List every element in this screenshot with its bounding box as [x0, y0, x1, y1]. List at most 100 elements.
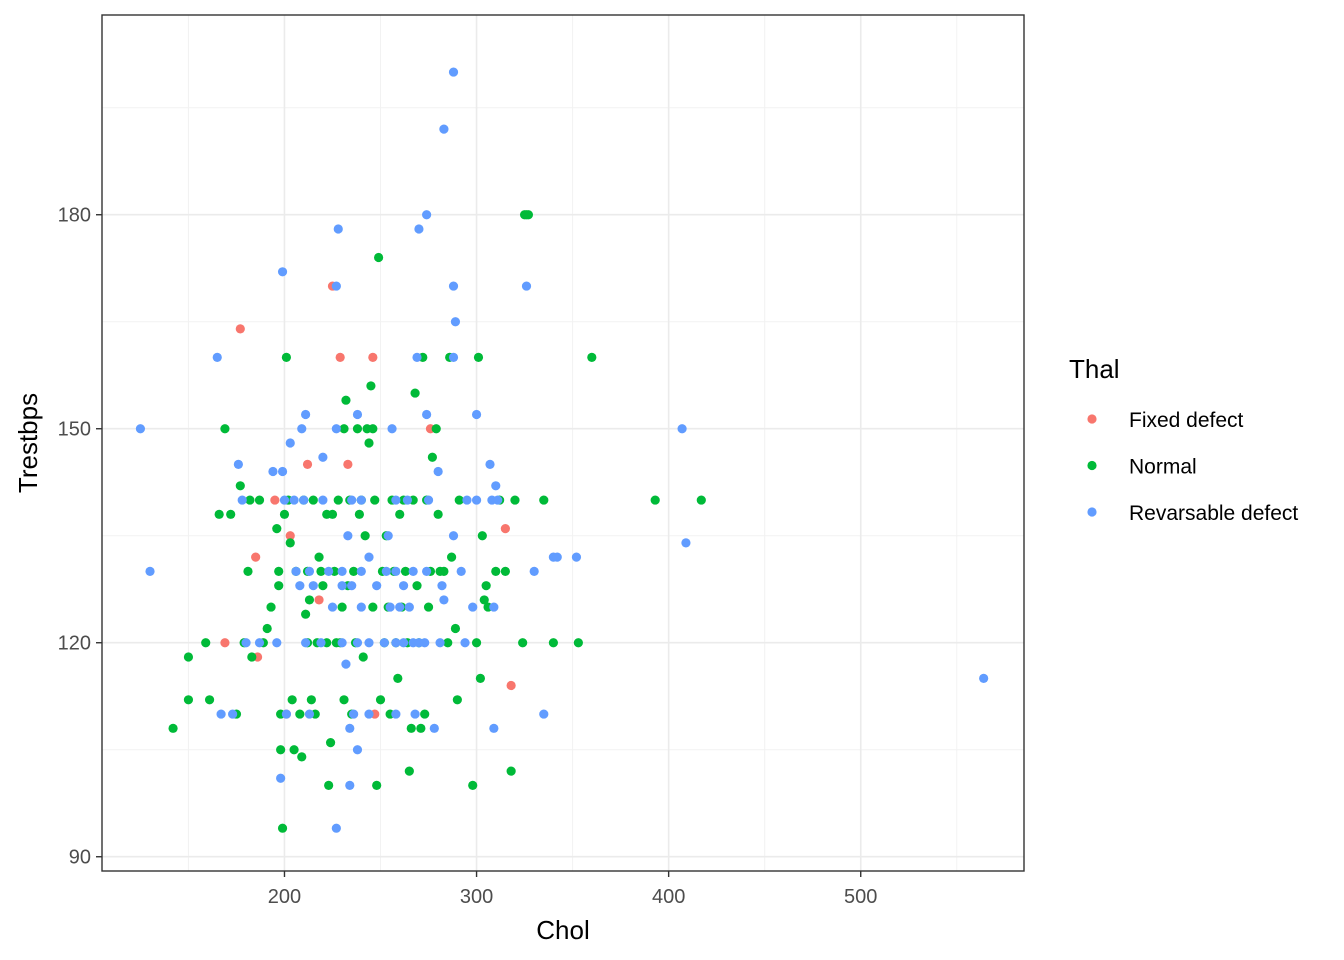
- data-point: [341, 659, 351, 669]
- data-point: [337, 638, 347, 648]
- data-point: [268, 466, 278, 477]
- data-point: [289, 495, 299, 505]
- data-point: [448, 281, 459, 291]
- data-point: [354, 509, 364, 519]
- data-point: [439, 595, 449, 605]
- data-point: [468, 780, 478, 791]
- data-point: [349, 709, 359, 719]
- x-tick-label: 500: [844, 886, 877, 908]
- data-point: [145, 566, 155, 577]
- data-point: [277, 267, 288, 277]
- data-point: [370, 495, 380, 505]
- data-point: [372, 581, 382, 591]
- legend-key: [1087, 460, 1097, 471]
- data-point: [235, 481, 245, 491]
- data-point: [435, 638, 445, 648]
- data-point: [358, 652, 368, 662]
- data-point: [285, 438, 295, 448]
- data-point: [324, 780, 334, 791]
- data-point: [285, 531, 295, 541]
- data-point: [247, 652, 257, 662]
- legend-label: Fixed defect: [1129, 409, 1244, 432]
- data-point: [304, 709, 315, 719]
- data-point: [308, 495, 318, 505]
- data-point: [356, 566, 366, 577]
- data-point: [285, 538, 295, 548]
- data-point: [450, 623, 461, 634]
- data-point: [327, 509, 338, 519]
- data-point: [548, 638, 558, 648]
- data-point: [339, 695, 349, 705]
- data-point: [412, 581, 422, 591]
- data-point: [331, 281, 341, 291]
- data-point: [381, 566, 391, 577]
- data-point: [347, 581, 357, 591]
- data-point: [395, 509, 405, 519]
- data-point: [204, 695, 215, 705]
- data-point: [406, 723, 416, 733]
- data-point: [318, 581, 328, 591]
- data-point: [279, 495, 290, 505]
- legend: Thal Fixed defect Normal Revarsable defect: [1069, 354, 1298, 525]
- data-point: [345, 780, 355, 791]
- data-point: [220, 638, 230, 648]
- data-point: [429, 723, 439, 733]
- data-point: [183, 652, 194, 662]
- x-tick-label: 400: [652, 886, 685, 908]
- data-point: [241, 638, 251, 648]
- data-point: [368, 602, 378, 612]
- data-point: [262, 623, 272, 634]
- data-point: [448, 352, 459, 362]
- data-point: [448, 67, 459, 77]
- data-point: [304, 595, 315, 605]
- data-point: [410, 388, 420, 398]
- y-tick-label: 180: [58, 205, 91, 227]
- y-tick-label: 120: [58, 633, 91, 655]
- data-point: [364, 638, 374, 648]
- legend-entries: Fixed defect Normal Revarsable defect: [1087, 409, 1298, 525]
- data-point: [356, 495, 366, 505]
- panel-background: [102, 15, 1024, 871]
- data-point: [391, 709, 401, 719]
- data-points: [135, 67, 989, 833]
- data-point: [393, 673, 403, 684]
- data-point: [135, 424, 146, 434]
- data-point: [375, 695, 386, 705]
- data-point: [333, 224, 343, 234]
- data-point: [345, 723, 355, 733]
- data-point: [212, 352, 222, 362]
- data-point: [254, 638, 265, 648]
- legend-label: Revarsable defect: [1129, 502, 1298, 525]
- data-point: [301, 638, 311, 648]
- data-point: [446, 552, 457, 562]
- data-point: [479, 595, 489, 605]
- data-point: [431, 424, 441, 434]
- data-point: [518, 638, 528, 648]
- data-point: [279, 509, 290, 519]
- legend-label: Normal: [1129, 456, 1197, 479]
- data-point: [448, 531, 459, 541]
- data-point: [471, 409, 482, 420]
- data-point: [183, 695, 194, 705]
- data-point: [274, 581, 284, 591]
- data-point: [450, 317, 461, 327]
- legend-entry: Revarsable defect: [1087, 502, 1298, 525]
- data-point: [402, 495, 413, 505]
- data-point: [352, 745, 363, 755]
- data-point: [299, 495, 309, 505]
- data-point: [368, 424, 378, 434]
- data-point: [523, 210, 534, 220]
- data-point: [489, 602, 499, 612]
- x-tick-label: 200: [268, 886, 301, 908]
- data-point: [552, 552, 562, 562]
- data-point: [316, 566, 326, 577]
- data-point: [571, 552, 582, 562]
- data-point: [341, 395, 351, 405]
- data-point: [228, 709, 238, 719]
- data-point: [245, 495, 255, 505]
- data-point: [439, 566, 449, 577]
- data-point: [491, 481, 501, 491]
- data-point: [379, 638, 389, 648]
- data-point: [274, 566, 284, 577]
- data-point: [237, 495, 247, 505]
